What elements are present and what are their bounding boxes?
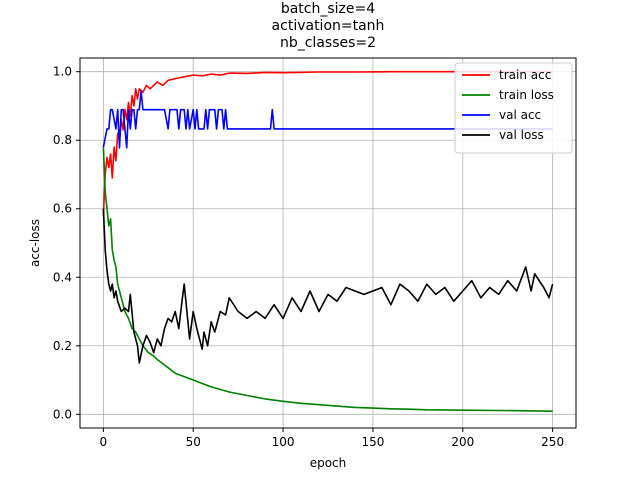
plot-area-frame [79, 57, 577, 429]
series-line-train-acc [102, 70, 553, 216]
series-line-val-acc [102, 90, 553, 149]
chart-title-line-3: nb_classes=2 [280, 35, 376, 51]
y-tick-label: 1.0 [53, 65, 72, 79]
legend-label: val loss [499, 128, 544, 142]
y-tick-label: 0.0 [53, 407, 72, 421]
legend: train acc train loss val acc val loss [454, 62, 573, 154]
y-tick-label: 0.2 [53, 339, 72, 353]
x-tick-label: 50 [186, 435, 201, 449]
legend-label: train acc [499, 68, 551, 82]
y-tick-label: 0.6 [53, 202, 72, 216]
x-tick-label: 200 [451, 435, 474, 449]
series-lines [102, 70, 554, 412]
x-tick-label: 0 [100, 435, 108, 449]
legend-label: train loss [499, 88, 554, 102]
y-tick-label: 0.4 [53, 270, 72, 284]
legend-box [454, 62, 573, 154]
x-tick-label: 150 [361, 435, 384, 449]
x-axis-label: epoch [310, 456, 347, 470]
ticks: 0 50 100 150 200 250 0.0 0.2 0.4 0.6 0.8 1.0 [53, 65, 564, 449]
series-line-train-loss [102, 147, 553, 412]
y-tick-label: 0.8 [53, 133, 72, 147]
chart-title-line-2: activation=tanh [272, 18, 385, 34]
x-tick-label: 100 [272, 435, 295, 449]
y-axis-label: acc-loss [28, 219, 42, 267]
chart-title-line-1: batch_size=4 [281, 1, 375, 17]
legend-label: val acc [499, 108, 541, 122]
series-line-val-loss [102, 208, 554, 364]
x-tick-label: 250 [541, 435, 564, 449]
